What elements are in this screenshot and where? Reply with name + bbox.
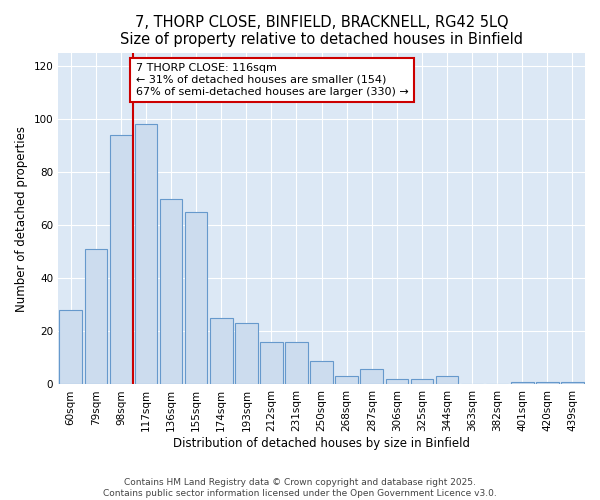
Text: 7 THORP CLOSE: 116sqm
← 31% of detached houses are smaller (154)
67% of semi-det: 7 THORP CLOSE: 116sqm ← 31% of detached … [136, 64, 409, 96]
Text: Contains HM Land Registry data © Crown copyright and database right 2025.
Contai: Contains HM Land Registry data © Crown c… [103, 478, 497, 498]
Bar [235, 324, 257, 384]
Bar [285, 342, 308, 384]
Title: 7, THORP CLOSE, BINFIELD, BRACKNELL, RG42 5LQ
Size of property relative to detac: 7, THORP CLOSE, BINFIELD, BRACKNELL, RG4… [120, 15, 523, 48]
Bar [386, 379, 408, 384]
Bar [436, 376, 458, 384]
Bar [561, 382, 584, 384]
Bar [536, 382, 559, 384]
Bar [361, 368, 383, 384]
Bar [110, 135, 132, 384]
Bar [160, 198, 182, 384]
Bar [210, 318, 233, 384]
Bar [310, 360, 333, 384]
Bar [85, 249, 107, 384]
Bar [185, 212, 208, 384]
Bar [260, 342, 283, 384]
Bar [335, 376, 358, 384]
Y-axis label: Number of detached properties: Number of detached properties [15, 126, 28, 312]
Bar [134, 124, 157, 384]
Bar [511, 382, 533, 384]
X-axis label: Distribution of detached houses by size in Binfield: Distribution of detached houses by size … [173, 437, 470, 450]
Bar [410, 379, 433, 384]
Bar [59, 310, 82, 384]
